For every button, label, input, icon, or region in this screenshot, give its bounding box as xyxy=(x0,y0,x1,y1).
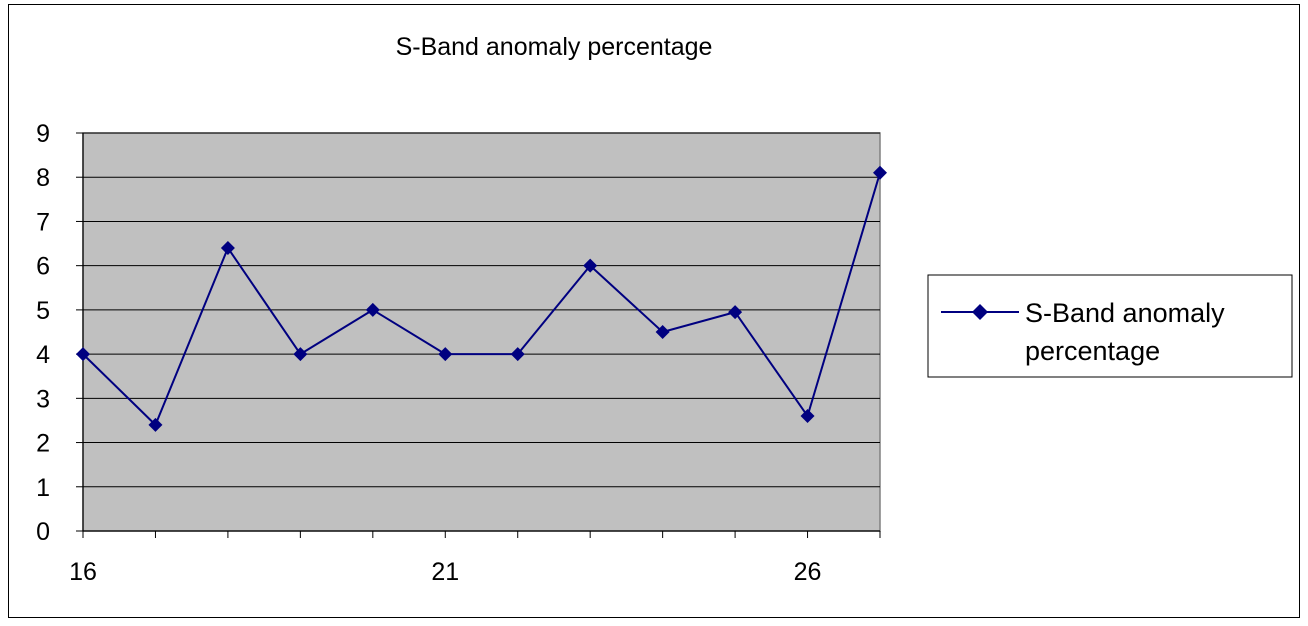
y-tick-label: 0 xyxy=(36,518,50,546)
chart-title: S-Band anomaly percentage xyxy=(396,33,713,61)
x-tick-label: 21 xyxy=(431,558,459,586)
data-point xyxy=(800,409,815,424)
data-point xyxy=(148,417,163,432)
data-point xyxy=(510,347,525,362)
data-point xyxy=(728,305,743,320)
chart-frame: S-Band anomaly percentage 0 1 2 3 4 5 6 7 8 9 16 2… xyxy=(8,4,1300,618)
y-tick-label: 8 xyxy=(36,164,50,192)
y-tick-label: 3 xyxy=(36,385,50,413)
data-point xyxy=(293,347,308,362)
legend-entry-line-1: S-Band anomaly xyxy=(1025,298,1225,328)
series-layer xyxy=(76,165,887,432)
y-axis-ticks: 0 1 2 3 4 5 6 7 8 9 xyxy=(36,120,83,546)
y-tick-label: 9 xyxy=(36,120,50,148)
x-tick-label: 16 xyxy=(69,558,97,586)
data-point xyxy=(873,165,887,180)
legend-marker-diamond xyxy=(972,304,988,320)
data-point xyxy=(220,240,235,255)
data-point xyxy=(365,302,380,317)
x-axis-ticks: 16 21 26 xyxy=(69,531,881,586)
legend-entry-line-2: percentage xyxy=(1025,336,1160,366)
plot-area xyxy=(82,132,881,532)
y-tick-label: 1 xyxy=(36,474,50,502)
data-point xyxy=(438,347,453,362)
y-tick-label: 5 xyxy=(36,297,50,325)
y-tick-label: 2 xyxy=(36,430,50,458)
legend-box xyxy=(927,274,1293,378)
axes xyxy=(82,133,880,532)
y-tick-label: 7 xyxy=(36,208,50,236)
data-point xyxy=(655,325,670,339)
chart-svg: S-Band anomaly percentage 0 1 2 3 4 5 6 7 8 9 16 2… xyxy=(36,33,1293,586)
legend: S-Band anomaly percentage xyxy=(927,274,1293,378)
x-tick-label: 26 xyxy=(794,558,822,586)
y-tick-label: 6 xyxy=(36,253,50,281)
series-line xyxy=(82,172,881,426)
data-point xyxy=(583,258,598,273)
gridlines xyxy=(83,132,880,488)
y-tick-label: 4 xyxy=(36,341,50,369)
data-point xyxy=(76,347,90,362)
